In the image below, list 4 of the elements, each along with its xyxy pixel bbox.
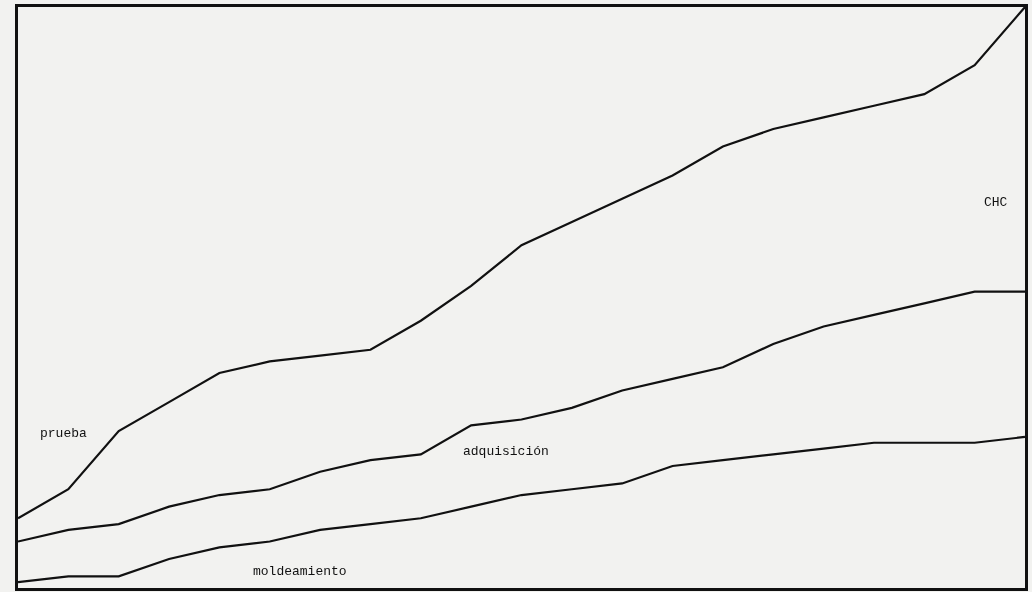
series-label: adquisición xyxy=(463,444,549,459)
annotation: CHC xyxy=(984,195,1008,210)
series-label: moldeamiento xyxy=(253,564,347,579)
series-label: prueba xyxy=(40,426,88,441)
